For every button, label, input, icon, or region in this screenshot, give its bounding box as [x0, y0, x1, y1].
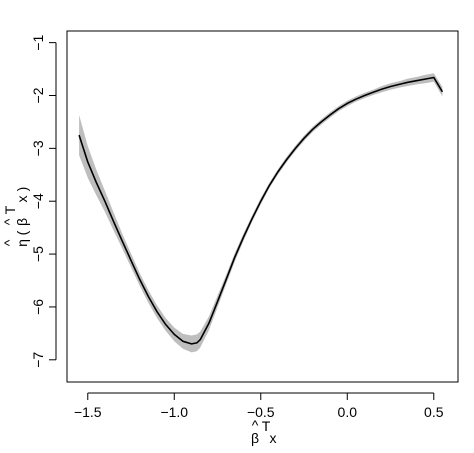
- y-axis-title-superscript: T: [2, 205, 18, 214]
- y-tick-label: −2: [30, 87, 46, 103]
- y-tick-label: −7: [30, 352, 46, 368]
- confidence-band: [79, 73, 443, 353]
- x-axis-title: ^ β T x: [251, 417, 277, 446]
- y-axis-title-hat: ^: [1, 239, 17, 246]
- y-axis-title-variable: x: [14, 196, 30, 203]
- confidence-band-layer: [79, 73, 443, 353]
- x-axis: −1.5 −1.0 −0.5 0.0 0.5: [74, 392, 444, 420]
- y-axis-title: ^ η ( ^ β T x ): [1, 187, 30, 247]
- x-tick-label: −1.5: [74, 404, 102, 420]
- y-tick-label: −6: [30, 299, 46, 315]
- x-axis-title-variable: x: [270, 430, 277, 446]
- fitted-curve-layer: [78, 76, 444, 345]
- x-tick-label: −0.5: [247, 404, 275, 420]
- x-tick-label: 0.5: [424, 404, 444, 420]
- y-tick-label: −4: [30, 193, 46, 209]
- x-axis-title-hat: ^: [252, 417, 259, 433]
- x-tick-label: 0.0: [338, 404, 358, 420]
- plot-frame: [66, 30, 459, 383]
- fitted-curve: [78, 76, 444, 345]
- y-axis-title-close-paren: ): [14, 187, 30, 192]
- y-tick-label: −3: [30, 140, 46, 156]
- y-axis-title-base: η: [14, 239, 30, 247]
- y-axis-title-open-paren: (: [14, 230, 30, 235]
- y-axis: −7 −6 −5 −4 −3 −2 −1: [30, 34, 57, 368]
- y-tick-label: −1: [30, 34, 46, 50]
- x-tick-label: −1.0: [160, 404, 188, 420]
- y-axis-title-inner-hat: ^: [1, 218, 17, 225]
- x-axis-title-superscript: T: [262, 418, 271, 434]
- y-tick-label: −5: [30, 246, 46, 262]
- x-axis-title-base: β: [251, 430, 259, 446]
- y-axis-title-inner-base: β: [14, 218, 30, 226]
